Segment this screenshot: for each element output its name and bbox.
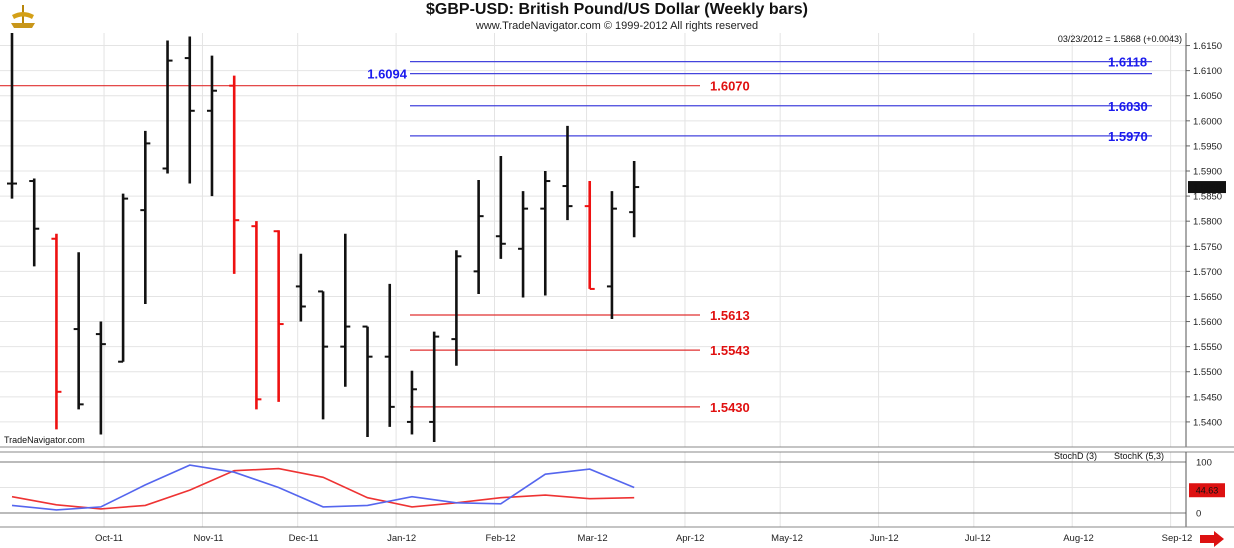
level-label-1.5613: 1.5613 [710,308,750,323]
y-tick-label: 1.5650 [1193,292,1222,303]
x-tick-label: Apr-12 [676,533,705,544]
ohlc-bar [229,75,240,274]
ohlc-bar [495,155,506,259]
y-tick-label: 1.5500 [1193,367,1222,378]
last-price-label: 1.5868 [1193,183,1221,193]
y-tick-label: 1.6150 [1193,41,1222,52]
ohlc-bar [140,130,151,304]
ohlc-bar [540,171,551,296]
y-tick-label: 1.5450 [1193,392,1222,403]
x-tick-label: Nov-11 [193,533,223,544]
ohlc-bar [118,193,129,363]
ohlc-bar [518,191,529,298]
y-tick-label: 1.5550 [1193,342,1222,353]
ohlc-bar [384,283,395,427]
ohlc-bar [429,331,440,442]
ohlc-bar [51,233,62,430]
scroll-right-arrow-icon[interactable] [1200,531,1224,547]
x-tick-label: Aug-12 [1063,533,1094,544]
ohlc-bar [73,252,84,410]
ohlc-bar [473,180,484,294]
level-label-1.5970: 1.5970 [1108,129,1148,144]
x-tick-label: Mar-12 [578,533,608,544]
stoch-y-tick-label: 0 [1196,509,1201,520]
x-tick-label: May-12 [771,533,803,544]
y-tick-label: 1.5400 [1193,417,1222,428]
grid-lines [0,33,1186,527]
overlays: 03/23/2012 = 1.5868 (+0.0043) TradeNaviga… [4,34,1226,547]
stoch-line-k [11,464,635,511]
ohlc-bar [318,290,329,420]
tradenavigator-logo-icon[interactable] [8,3,38,29]
level-label-1.5543: 1.5543 [710,343,750,358]
ohlc-bar [295,253,306,322]
copyright-line: www.TradeNavigator.com © 1999-2012 All r… [475,20,759,32]
y-tick-label: 1.5700 [1193,267,1222,278]
stochastic-panel [11,464,635,511]
level-label-1.6118: 1.6118 [1108,55,1147,70]
level-label-1.5430: 1.5430 [710,400,750,415]
stoch-legend-k: StochK (5,3) [1114,451,1164,461]
ohlc-bar [362,325,373,437]
watermark: TradeNavigator.com [4,435,85,445]
level-label-1.6030: 1.6030 [1108,99,1148,114]
y-tick-label: 1.5800 [1193,217,1222,228]
ohlc-bar [184,36,195,184]
y-tick-label: 1.5600 [1193,317,1222,328]
x-tick-label: Feb-12 [485,533,515,544]
stoch-line-d [11,467,635,510]
y-tick-label: 1.6000 [1193,116,1222,127]
stoch-y-tick-label: 100 [1196,458,1212,469]
y-tick-label: 1.5750 [1193,242,1222,253]
y-tick-label: 1.5950 [1193,141,1222,152]
level-label-1.6070: 1.6070 [710,79,750,94]
ohlc-bar [406,370,417,435]
ohlc-bar [562,125,573,221]
price-bars [7,33,640,442]
y-tick-label: 1.6100 [1193,66,1222,77]
stoch-value-label: 44.63 [1196,486,1219,496]
ohlc-bar [584,181,595,290]
ohlc-bar [7,33,17,199]
ohlc-bar [273,230,284,402]
ohlc-bar [340,233,351,387]
x-tick-label: Oct-11 [95,533,123,544]
x-tick-label: Sep-12 [1162,533,1193,544]
stoch-legend-d: StochD (3) [1054,451,1097,461]
ohlc-bar [251,221,262,410]
ohlc-bar [206,55,217,197]
ohlc-bar [162,40,173,174]
x-tick-label: Dec-11 [289,533,319,544]
chart-title: $GBP-USD: British Pound/US Dollar (Weekl… [426,1,808,18]
ohlc-bar [451,250,462,366]
last-price-box [1188,181,1226,194]
x-tick-label: Jul-12 [965,533,991,544]
x-tick-label: Jan-12 [387,533,416,544]
x-tick-label: Jun-12 [870,533,899,544]
ohlc-bar [606,191,617,320]
stoch-value-box [1189,483,1225,498]
level-label-1.6094: 1.6094 [367,67,408,82]
y-tick-label: 1.5850 [1193,192,1222,203]
ohlc-bar [95,321,106,435]
ohlc-bar [629,160,640,238]
y-tick-label: 1.6050 [1193,91,1222,102]
ohlc-bar [29,178,40,267]
info-line: 03/23/2012 = 1.5868 (+0.0043) [1058,34,1182,44]
y-tick-label: 1.5900 [1193,167,1222,178]
support-resistance-lines: 1.6118 1.6094 1.6070 1.6030 1.5970 1.5613 1.55… [0,55,1152,415]
